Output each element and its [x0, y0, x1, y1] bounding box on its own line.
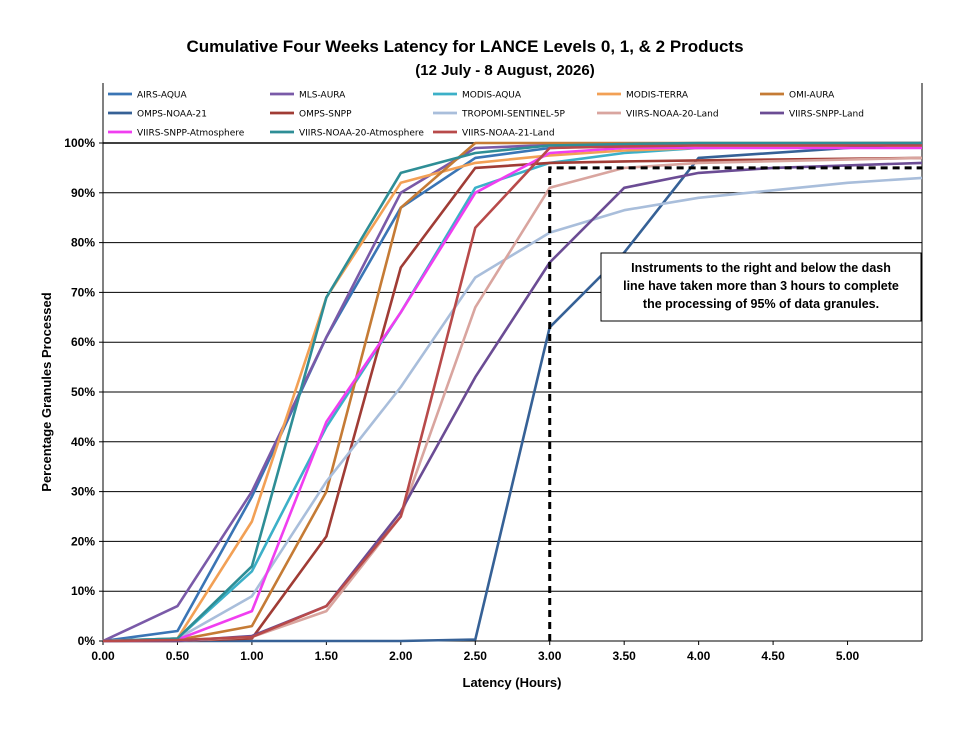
x-tick-label: 1.50 — [315, 649, 339, 663]
x-tick-label: 0.00 — [91, 649, 115, 663]
legend-label: MLS-AURA — [299, 91, 346, 101]
x-axis-label: Latency (Hours) — [463, 675, 562, 690]
chart-title: Cumulative Four Weeks Latency for LANCE … — [186, 37, 743, 56]
x-tick-label: 0.50 — [166, 649, 190, 663]
series-line-tropomi-sentinel-5p — [102, 176, 923, 643]
legend-label: OMPS-NOAA-21 — [137, 110, 207, 120]
y-tick-label: 40% — [71, 435, 95, 449]
annotation-line: the processing of 95% of data granules. — [643, 297, 879, 311]
y-tick-label: 10% — [71, 584, 95, 598]
x-tick-label: 1.00 — [240, 649, 264, 663]
y-tick-label: 0% — [78, 634, 96, 648]
x-tick-label: 2.50 — [464, 649, 488, 663]
legend-label: VIIRS-NOAA-20-Atmosphere — [299, 129, 424, 139]
y-tick-label: 80% — [71, 236, 95, 250]
chart-subtitle: (12 July - 8 August, 2026) — [415, 62, 595, 79]
y-tick-label: 90% — [71, 186, 95, 200]
x-tick-label: 3.00 — [538, 649, 562, 663]
legend-label: VIIRS-NOAA-21-Land — [462, 129, 555, 139]
x-tick-label: 3.50 — [613, 649, 637, 663]
x-tick-label: 2.00 — [389, 649, 413, 663]
x-tick-label: 4.00 — [687, 649, 711, 663]
y-tick-label: 60% — [71, 335, 95, 349]
x-tick-label: 5.00 — [836, 649, 860, 663]
series-line-viirs-snpp-atmosphere — [102, 146, 922, 643]
threshold-dash-line — [548, 166, 922, 641]
annotation-line: Instruments to the right and below the d… — [631, 261, 891, 275]
legend-label: VIIRS-NOAA-20-Land — [626, 110, 719, 120]
y-tick-label: 50% — [71, 385, 95, 399]
legend-label: MODIS-AQUA — [462, 91, 522, 101]
legend-label: VIIRS-SNPP-Atmosphere — [137, 129, 245, 139]
legend-label: AIRS-AQUA — [137, 91, 187, 101]
legend-label: OMI-AURA — [789, 91, 835, 101]
y-tick-label: 20% — [71, 534, 95, 548]
threshold-dash — [548, 166, 922, 641]
legend: AIRS-AQUA MLS-AURA MODIS-AQUA MODIS-TERRA OM… — [108, 91, 864, 139]
x-tick-label: 4.50 — [761, 649, 785, 663]
legend-label: VIIRS-SNPP-Land — [789, 110, 864, 120]
annotation-frame — [600, 252, 922, 322]
annotation-line: line have taken more than 3 hours to com… — [623, 279, 899, 293]
series-line-viirs-noaa-20-atmosphere — [102, 141, 922, 643]
y-tick-label: 30% — [71, 485, 95, 499]
series-lines — [102, 141, 923, 643]
y-tick-label: 100% — [64, 136, 95, 150]
tick-labels: 0% 10% 20% 30% 40% 50% 60% 70% 80% 90% 100% 0.00 0.5… — [64, 136, 859, 663]
legend-label: MODIS-TERRA — [626, 91, 689, 101]
legend-label: OMPS-SNPP — [299, 110, 352, 120]
series-line-viirs-noaa-21-land — [102, 144, 922, 643]
annotation-box: Instruments to the right and below the d… — [600, 252, 922, 322]
y-axis-label: Percentage Granules Processed — [39, 292, 54, 491]
y-tick-label: 70% — [71, 285, 95, 299]
legend-label: TROPOMI-SENTINEL-5P — [461, 110, 566, 120]
